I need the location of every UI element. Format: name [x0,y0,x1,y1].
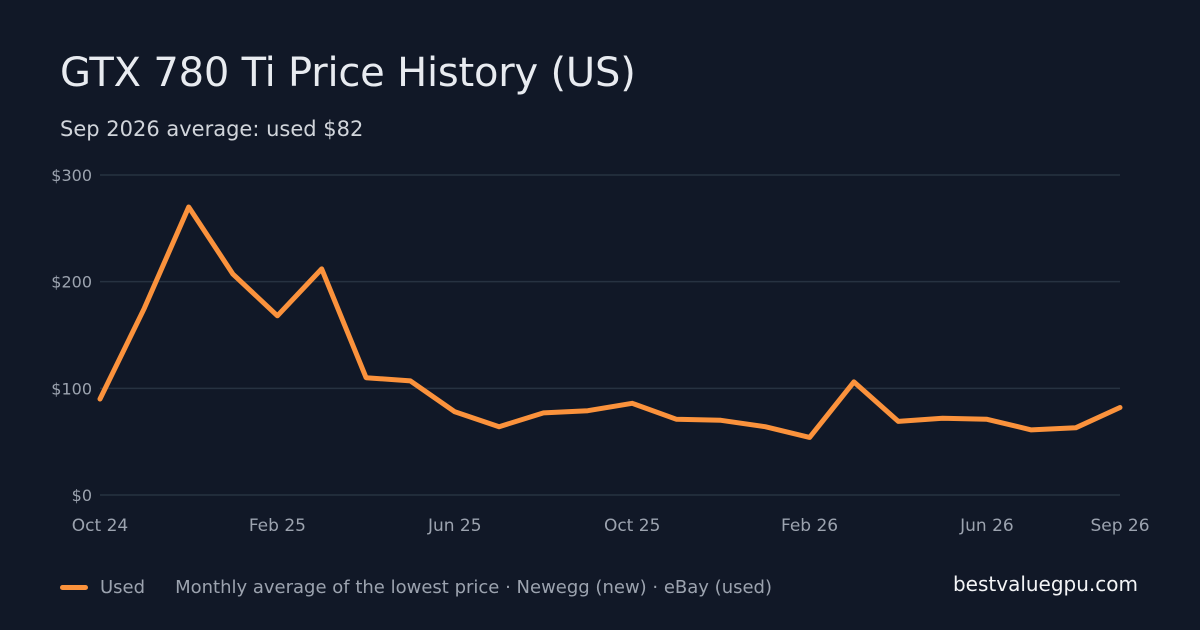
x-tick-label: Jun 25 [427,516,482,536]
y-tick-label: $300 [51,166,92,185]
y-tick-label: $0 [72,486,92,505]
x-tick-label: Oct 24 [72,516,128,536]
site-name: bestvaluegpu.com [952,572,1138,596]
legend-label-used: Used [100,576,146,598]
chart-legend: Used Monthly average of the lowest price… [60,574,772,600]
x-tick-label: Feb 26 [781,516,838,536]
x-tick-label: Feb 25 [249,516,306,536]
used-legend-swatch [60,584,88,590]
chart-subtitle: Sep 2026 average: used $82 [60,117,364,141]
x-tick-label: Oct 25 [604,516,660,536]
x-tick-label: Jun 26 [959,516,1014,536]
y-tick-label: $200 [51,273,92,292]
chart-title: GTX 780 Ti Price History (US) [60,50,636,96]
y-tick-label: $100 [51,379,92,398]
series-line-used [97,204,1123,440]
legend-note: Monthly average of the lowest price · Ne… [175,576,773,598]
x-tick-label: Sep 26 [1090,516,1149,536]
